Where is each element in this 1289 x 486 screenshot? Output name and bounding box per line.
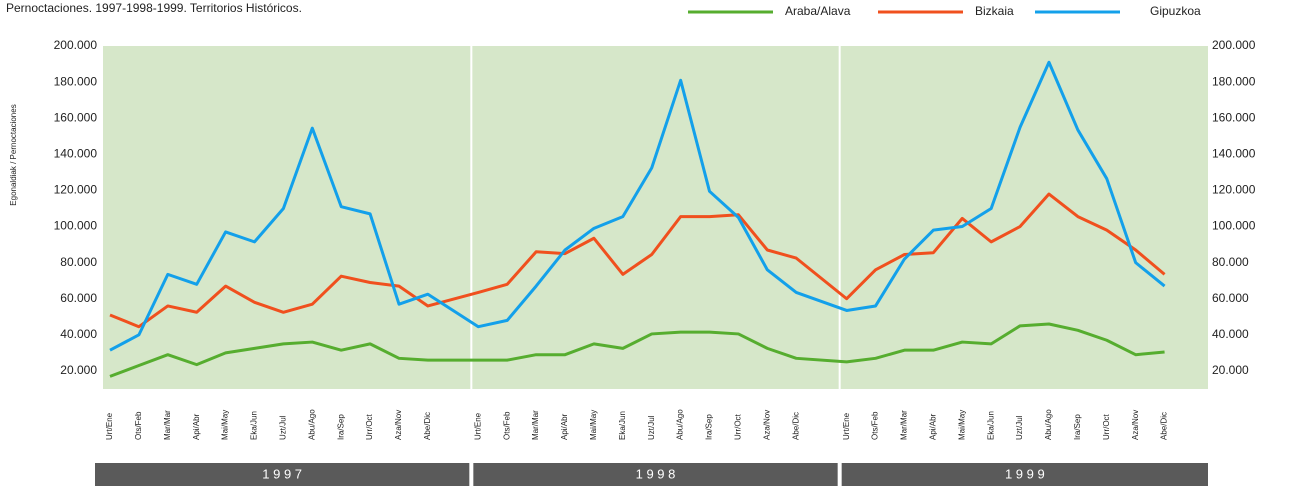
x-tick-label: Aza/Nov bbox=[394, 410, 403, 440]
y2-tick-label: 60.000 bbox=[1212, 291, 1249, 305]
legend-label: Bizkaia bbox=[975, 4, 1014, 18]
x-tick-label: Eka/Jun bbox=[986, 411, 995, 440]
x-tick-label: Ots/Feb bbox=[502, 411, 511, 440]
x-tick-label: Mai/May bbox=[589, 410, 598, 440]
y2-tick-label: 120.000 bbox=[1212, 183, 1256, 197]
data-line bbox=[109, 60, 1166, 352]
x-tick-label: Api/Abr bbox=[928, 413, 937, 440]
x-tick-label: Ira/Sep bbox=[1073, 414, 1082, 440]
year-band bbox=[473, 463, 838, 486]
x-tick-label: Uzt/Jul bbox=[647, 415, 656, 440]
x-tick-label: Urt/Ene bbox=[842, 412, 851, 440]
y2-tick-label: 200.000 bbox=[1212, 38, 1256, 52]
x-tick-label: Mai/May bbox=[957, 410, 966, 440]
y-tick-label: 200.000 bbox=[54, 38, 98, 52]
x-tick-label: Mar/Mar bbox=[163, 410, 172, 440]
y-tick-label: 120.000 bbox=[54, 183, 98, 197]
legend-label: Gipuzkoa bbox=[1150, 4, 1201, 18]
x-tick-label: Aza/Nov bbox=[1131, 410, 1140, 440]
y2-tick-label: 160.000 bbox=[1212, 110, 1256, 124]
y-tick-label: 20.000 bbox=[60, 363, 97, 377]
year-band bbox=[95, 463, 470, 486]
y-tick-label: 160.000 bbox=[54, 110, 98, 124]
x-tick-label: Abe/Dic bbox=[1160, 412, 1169, 440]
year-band bbox=[841, 463, 1208, 486]
year-label: 1 9 9 9 bbox=[1005, 466, 1045, 481]
year-label: 1 9 9 7 bbox=[262, 466, 302, 481]
y2-tick-label: 100.000 bbox=[1212, 219, 1256, 233]
year-label: 1 9 9 8 bbox=[636, 466, 676, 481]
x-tick-label: Mar/Mar bbox=[531, 410, 540, 440]
x-tick-label: Ots/Feb bbox=[871, 411, 880, 440]
y-tick-label: 140.000 bbox=[54, 146, 98, 160]
x-tick-label: Urr/Oct bbox=[734, 413, 743, 440]
y2-tick-label: 80.000 bbox=[1212, 255, 1249, 269]
x-tick-label: Mar/Mar bbox=[900, 410, 909, 440]
x-tick-label: Abu/Ago bbox=[307, 409, 316, 440]
x-tick-label: Abe/Dic bbox=[791, 412, 800, 440]
data-line bbox=[109, 192, 1166, 329]
x-tick-label: Api/Abr bbox=[192, 413, 201, 440]
x-tick-label: Ots/Feb bbox=[134, 411, 143, 440]
x-tick-label: Uzt/Jul bbox=[1015, 415, 1024, 440]
x-tick-label: Ira/Sep bbox=[336, 414, 345, 440]
x-tick-label: Urr/Oct bbox=[1102, 413, 1111, 440]
x-tick-label: Abu/Ago bbox=[1044, 409, 1053, 440]
chart-title: Pernoctaciones. 1997-1998-1999. Territor… bbox=[6, 1, 302, 15]
y-tick-label: 180.000 bbox=[54, 74, 98, 88]
y-axis-label: Egonaldiak / Pernoctaciones bbox=[9, 104, 18, 205]
y2-tick-label: 140.000 bbox=[1212, 146, 1256, 160]
x-tick-label: Eka/Jun bbox=[618, 411, 627, 440]
y-tick-label: 60.000 bbox=[60, 291, 97, 305]
x-tick-label: Urt/Ene bbox=[473, 412, 482, 440]
x-tick-label: Mai/May bbox=[221, 410, 230, 440]
x-tick-label: Abe/Dic bbox=[423, 412, 432, 440]
y-tick-label: 100.000 bbox=[54, 219, 98, 233]
x-tick-label: Urt/Ene bbox=[105, 412, 114, 440]
y2-tick-label: 40.000 bbox=[1212, 327, 1249, 341]
x-tick-label: Aza/Nov bbox=[762, 410, 771, 440]
x-tick-label: Ira/Sep bbox=[705, 414, 714, 440]
y-tick-label: 40.000 bbox=[60, 327, 97, 341]
legend-label: Araba/Alava bbox=[785, 4, 851, 18]
x-tick-label: Uzt/Jul bbox=[279, 415, 288, 440]
y-tick-label: 80.000 bbox=[60, 255, 97, 269]
y2-tick-label: 180.000 bbox=[1212, 74, 1256, 88]
plot-area bbox=[103, 46, 1208, 389]
x-tick-label: Urr/Oct bbox=[365, 413, 374, 440]
y2-tick-label: 20.000 bbox=[1212, 363, 1249, 377]
x-tick-label: Abu/Ago bbox=[676, 409, 685, 440]
x-tick-label: Eka/Jun bbox=[250, 411, 259, 440]
x-tick-label: Api/Abr bbox=[560, 413, 569, 440]
data-line bbox=[109, 322, 1165, 378]
